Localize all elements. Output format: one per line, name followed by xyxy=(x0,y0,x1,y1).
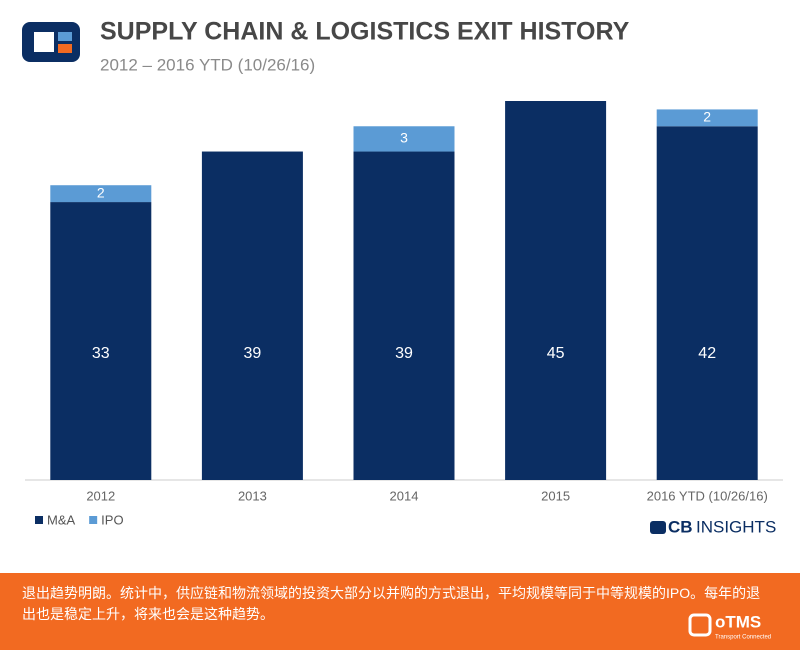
data-label: 42 xyxy=(698,345,716,362)
legend-swatch xyxy=(89,516,98,524)
data-label: 39 xyxy=(395,345,413,362)
legend-label: M&A xyxy=(47,512,76,527)
bar-segment xyxy=(50,185,152,203)
footer-logo-text: oTMS xyxy=(715,612,761,631)
x-tick-label: 2015 xyxy=(541,488,570,503)
data-label: 2 xyxy=(703,109,711,125)
footer-text: 退出趋势明朗。统计中，供应链和物流领域的投资大部分以并购的方式退出，平均规模等同… xyxy=(22,585,761,622)
footer: 退出趋势明朗。统计中，供应链和物流领域的投资大部分以并购的方式退出，平均规模等同… xyxy=(0,573,800,650)
bar-segment xyxy=(656,126,758,481)
data-label: 45 xyxy=(547,345,565,362)
footer-tagline: Transport Connected xyxy=(715,635,771,641)
x-tick-label: 2012 xyxy=(86,488,115,503)
data-label: 33 xyxy=(92,345,110,362)
brand: CB INSIGHTS xyxy=(650,517,776,536)
x-tick-label: 2016 YTD (10/26/16) xyxy=(647,488,768,503)
footer-logo: oTMS Transport Connected xyxy=(688,612,771,641)
data-label: 39 xyxy=(244,345,262,362)
logo xyxy=(22,22,80,62)
data-label: 2 xyxy=(97,184,105,200)
chart: SUPPLY CHAIN & LOGISTICS EXIT HISTORY 20… xyxy=(22,18,783,536)
legend-label: IPO xyxy=(101,512,123,527)
bar-segment xyxy=(656,109,758,127)
bar-segment xyxy=(505,101,607,480)
brand-cb: CB xyxy=(668,517,693,536)
chart-title: SUPPLY CHAIN & LOGISTICS EXIT HISTORY xyxy=(100,18,630,46)
bar-segment xyxy=(201,151,303,481)
bar-segment xyxy=(353,151,455,481)
bar-segment xyxy=(353,126,455,152)
chart-subtitle: 2012 – 2016 YTD (10/26/16) xyxy=(100,55,315,74)
x-tick-label: 2014 xyxy=(390,488,419,503)
legend-swatch xyxy=(35,516,43,524)
data-label: 3 xyxy=(400,130,408,146)
x-tick-label: 2013 xyxy=(238,488,267,503)
brand-insights: INSIGHTS xyxy=(696,517,776,536)
bar-segment xyxy=(50,202,152,481)
